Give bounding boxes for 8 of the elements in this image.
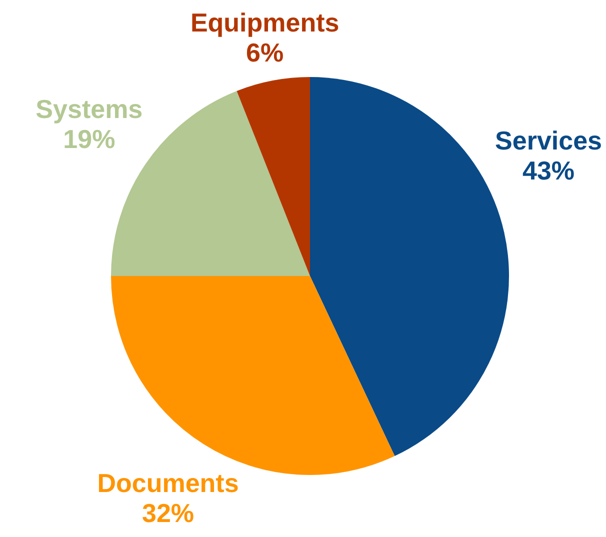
slice-label: Systems (36, 94, 143, 124)
slice-label: Services (495, 126, 602, 156)
data-label: 43% (522, 156, 575, 186)
slice-label: Documents (97, 468, 239, 498)
data-label: 6% (246, 37, 284, 68)
data-label: 19% (63, 124, 116, 154)
data-label: 32% (142, 498, 194, 528)
slice-label: Equipments (190, 7, 340, 38)
